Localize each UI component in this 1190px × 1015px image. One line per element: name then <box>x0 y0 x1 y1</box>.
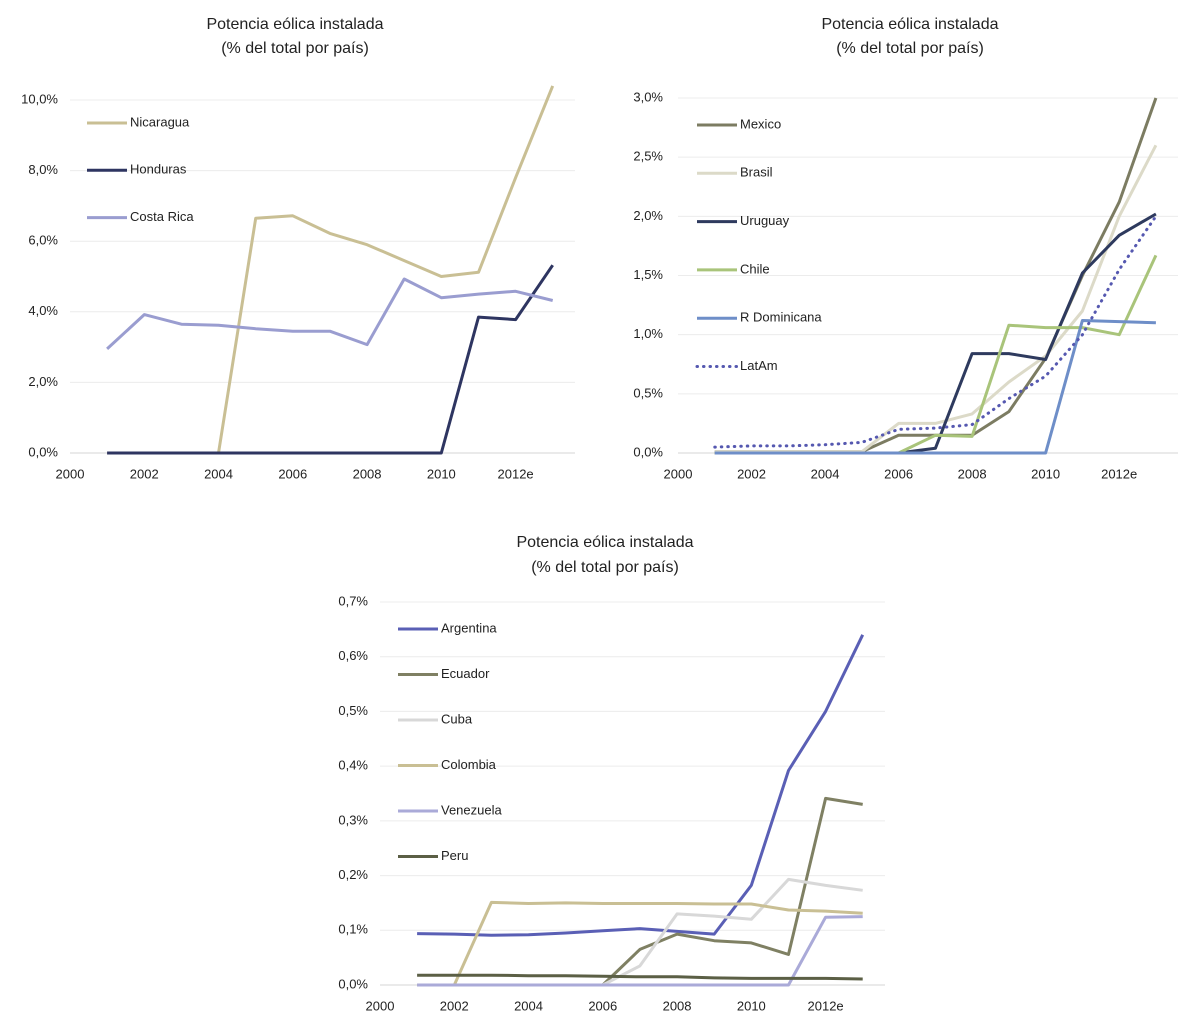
series-line-peru <box>417 973 863 981</box>
x-tick-label: 2008 <box>958 466 987 481</box>
y-tick-label: 0,0% <box>28 444 58 459</box>
y-tick-label: 2,0% <box>633 208 663 223</box>
series-line-r-dominicana <box>714 319 1156 455</box>
y-tick-label: 0,7% <box>338 593 368 608</box>
x-tick-label: 2008 <box>663 998 692 1013</box>
y-tick-label: 3,0% <box>633 89 663 104</box>
chart-title: Potencia eólica instalada <box>821 16 998 33</box>
x-tick-label: 2000 <box>366 998 395 1013</box>
x-tick-label: 2004 <box>514 998 543 1013</box>
x-tick-label: 2010 <box>427 466 456 481</box>
legend-label: Chile <box>740 261 770 276</box>
y-tick-label: 0,3% <box>338 812 368 827</box>
chart-subtitle: (% del total por país) <box>531 559 679 576</box>
legend-label: Colombia <box>441 757 497 772</box>
y-tick-label: 6,0% <box>28 233 58 248</box>
series-line-costa-rica <box>106 277 554 351</box>
series-line-nicaragua <box>107 85 555 455</box>
series-line-colombia <box>417 900 863 987</box>
x-tick-label: 2012e <box>808 998 844 1013</box>
x-tick-label: 2006 <box>278 466 307 481</box>
series-line-ecuador <box>417 796 863 987</box>
chart-subtitle: (% del total por país) <box>221 40 369 57</box>
x-tick-label: 2002 <box>440 998 469 1013</box>
y-tick-label: 0,1% <box>338 922 368 937</box>
series-line-brasil <box>714 144 1158 454</box>
legend-label: Brasil <box>740 165 773 180</box>
legend-label: Uruguay <box>740 213 790 228</box>
series-line-argentina <box>417 634 865 937</box>
chart-title: Potencia eólica instalada <box>206 16 383 33</box>
y-tick-label: 0,2% <box>338 867 368 882</box>
x-tick-label: 2002 <box>130 466 159 481</box>
chart-2: Potencia eólica instalada (% del total po… <box>633 16 1178 481</box>
y-tick-label: 10,0% <box>21 91 58 106</box>
x-tick-label: 2002 <box>737 466 766 481</box>
chart-title: Potencia eólica instalada <box>516 534 693 551</box>
legend-label: Mexico <box>740 116 781 131</box>
series-line-honduras <box>107 264 554 455</box>
x-tick-label: 2010 <box>737 998 766 1013</box>
chart-1: Potencia eólica instalada (% del total po… <box>21 16 575 481</box>
y-tick-label: 2,5% <box>633 149 663 164</box>
y-tick-label: 2,0% <box>28 374 58 389</box>
x-tick-label: 2006 <box>884 466 913 481</box>
legend-label: Ecuador <box>441 666 490 681</box>
chart-subtitle: (% del total por país) <box>836 40 984 57</box>
legend-label: Costa Rica <box>130 209 194 224</box>
y-tick-label: 0,4% <box>338 758 368 773</box>
x-tick-label: 2004 <box>204 466 233 481</box>
x-tick-label: 2008 <box>353 466 382 481</box>
y-tick-label: 8,0% <box>28 162 58 177</box>
legend-label: LatAm <box>740 358 778 373</box>
legend-label: Cuba <box>441 711 473 726</box>
x-tick-label: 2000 <box>664 466 693 481</box>
y-tick-label: 0,5% <box>633 385 663 400</box>
legend-label: Peru <box>441 848 468 863</box>
y-tick-label: 0,6% <box>338 648 368 663</box>
y-tick-label: 1,5% <box>633 267 663 282</box>
y-tick-label: 0,0% <box>338 976 368 991</box>
y-tick-label: 1,0% <box>633 326 663 341</box>
series-line-venezuela <box>417 915 863 987</box>
legend-label: Nicaragua <box>130 114 190 129</box>
legend-label: Argentina <box>441 620 497 635</box>
series-line-mexico <box>714 97 1158 454</box>
x-tick-label: 2010 <box>1031 466 1060 481</box>
y-tick-label: 0,5% <box>338 703 368 718</box>
legend-label: R Dominicana <box>740 310 822 325</box>
y-tick-label: 0,0% <box>633 444 663 459</box>
x-tick-label: 2012e <box>498 466 534 481</box>
y-tick-label: 4,0% <box>28 303 58 318</box>
x-tick-label: 2000 <box>56 466 85 481</box>
chart-3: Potencia eólica instalada (% del total po… <box>338 534 885 1013</box>
x-tick-label: 2006 <box>588 998 617 1013</box>
x-tick-label: 2004 <box>811 466 840 481</box>
series-line-uruguay <box>714 212 1157 455</box>
legend-label: Honduras <box>130 162 187 177</box>
legend-label: Venezuela <box>441 802 502 817</box>
series-line-latam <box>713 214 1158 449</box>
x-tick-label: 2012e <box>1101 466 1137 481</box>
